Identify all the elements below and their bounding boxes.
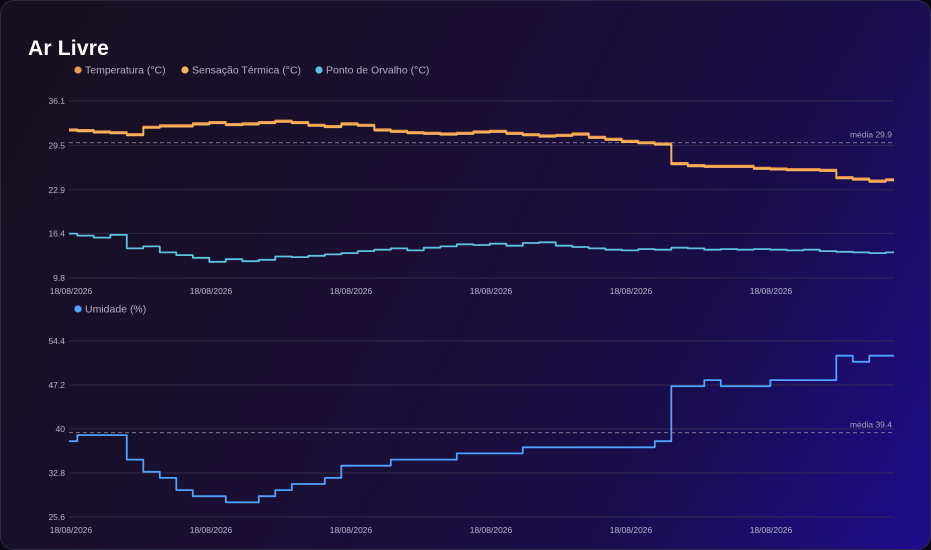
y-tick-label: 54.4	[48, 336, 65, 346]
legend-marker	[74, 305, 82, 313]
y-tick-label: 9.8	[53, 273, 65, 283]
x-tick-label: 18/08/2026	[190, 286, 233, 296]
y-tick-label: 47.2	[48, 380, 65, 390]
legend-label: Umidade (%)	[85, 304, 146, 316]
average-label: média 29.9	[850, 130, 892, 140]
card-title: Ar Livre	[28, 37, 109, 60]
y-tick-label: 40	[56, 424, 66, 434]
x-tick-label: 18/08/2026	[470, 286, 513, 296]
average-label: média 39.4	[850, 420, 892, 430]
x-tick-label: 18/08/2026	[610, 286, 653, 296]
x-tick-label: 18/08/2026	[470, 525, 513, 535]
series-line	[69, 119, 894, 182]
y-tick-label: 22.9	[48, 185, 65, 195]
x-tick-label: 18/08/2026	[610, 525, 653, 535]
series-line	[69, 354, 894, 504]
legend-marker	[74, 66, 82, 74]
y-tick-label: 16.4	[48, 229, 65, 239]
legend-label: Ponto de Orvalho (°C)	[326, 65, 429, 77]
x-tick-label: 18/08/2026	[50, 525, 93, 535]
legend-label: Temperatura (°C)	[85, 65, 166, 77]
legend-label: Sensação Térmica (°C)	[192, 65, 301, 77]
x-tick-label: 18/08/2026	[50, 286, 93, 296]
series-line	[69, 232, 894, 263]
x-tick-label: 18/08/2026	[750, 286, 793, 296]
x-tick-label: 18/08/2026	[750, 525, 793, 535]
series-line	[69, 121, 894, 183]
y-tick-label: 29.5	[48, 140, 65, 150]
x-tick-label: 18/08/2026	[190, 525, 233, 535]
x-tick-label: 18/08/2026	[330, 286, 373, 296]
legend-marker	[315, 66, 323, 74]
legend-marker	[181, 66, 189, 74]
y-tick-label: 32.8	[48, 468, 65, 478]
y-tick-label: 36.1	[48, 96, 65, 106]
x-tick-label: 18/08/2026	[330, 525, 373, 535]
y-tick-label: 25.6	[48, 512, 65, 522]
